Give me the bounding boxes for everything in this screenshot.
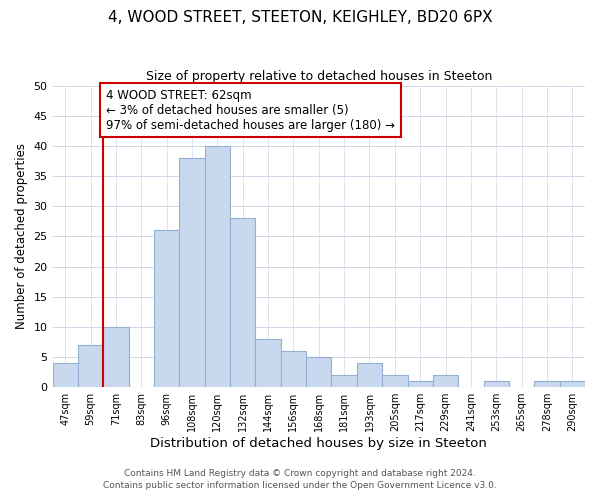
Bar (179, 158, 205, 387)
Text: 4 WOOD STREET: 62sqm
← 3% of detached houses are smaller (5)
97% of semi-detache: 4 WOOD STREET: 62sqm ← 3% of detached ho… (106, 88, 395, 132)
Bar (53, 363, 78, 387)
Bar (154, 230, 179, 387)
Text: 4, WOOD STREET, STEETON, KEIGHLEY, BD20 6PX: 4, WOOD STREET, STEETON, KEIGHLEY, BD20 … (107, 10, 493, 25)
Bar (205, 146, 230, 387)
Bar (382, 375, 407, 387)
Bar (230, 218, 256, 387)
Bar (433, 375, 458, 387)
Y-axis label: Number of detached properties: Number of detached properties (15, 144, 28, 330)
Bar (256, 339, 281, 387)
Bar (331, 375, 357, 387)
Title: Size of property relative to detached houses in Steeton: Size of property relative to detached ho… (146, 70, 492, 83)
Bar (484, 381, 509, 387)
Bar (306, 357, 331, 387)
Bar (357, 363, 382, 387)
Text: Contains HM Land Registry data © Crown copyright and database right 2024.
Contai: Contains HM Land Registry data © Crown c… (103, 469, 497, 490)
Bar (78, 345, 103, 387)
Bar (103, 327, 128, 387)
Bar (534, 381, 560, 387)
X-axis label: Distribution of detached houses by size in Steeton: Distribution of detached houses by size … (151, 437, 487, 450)
Bar (560, 381, 585, 387)
Bar (281, 351, 306, 387)
Bar (407, 381, 433, 387)
